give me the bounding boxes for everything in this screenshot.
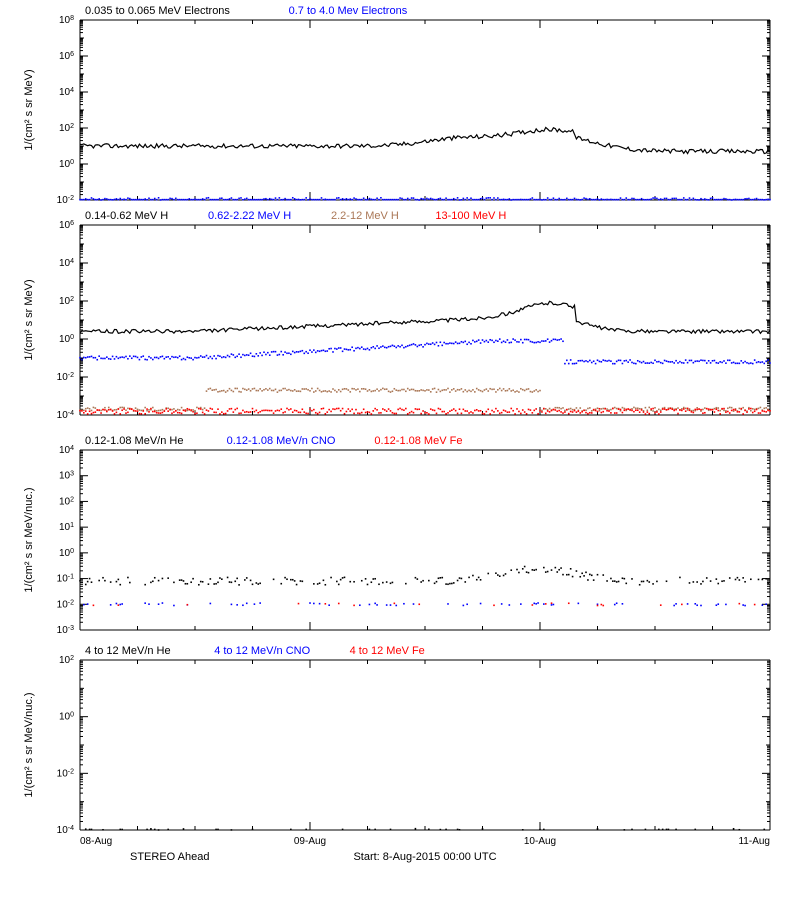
series-legend: 0.12-1.08 MeV/n He <box>85 435 183 447</box>
ytick-label: 100 <box>59 547 74 559</box>
ytick-label: 102 <box>59 496 74 508</box>
series-line <box>80 301 770 333</box>
chart-svg: 10-2 100 102 104 106 108 1/(cm² s sr MeV) 0.035… <box>0 0 800 900</box>
series-legend: 0.12-1.08 MeV/n CNO <box>227 435 336 447</box>
series-legend: 0.12-1.08 MeV Fe <box>374 435 462 447</box>
ytick-label: 108 <box>59 15 74 27</box>
series-legend: 4 to 12 MeV/n CNO <box>214 645 310 657</box>
ytick-label: 10-2 <box>57 599 74 611</box>
series-sparse <box>93 602 756 606</box>
ytick-label: 102 <box>59 296 74 308</box>
ytick-label: 10-2 <box>57 195 74 207</box>
series-legend: 2.2-12 MeV H <box>331 210 399 222</box>
y-axis-title: 1/(cm² s sr MeV) <box>23 279 35 360</box>
ytick-label: 10-4 <box>57 410 74 422</box>
footer-left: STEREO Ahead <box>130 851 210 863</box>
series-line <box>80 127 770 153</box>
ytick-label: 100 <box>59 159 74 171</box>
ytick-label: 106 <box>59 220 74 232</box>
ytick-label: 100 <box>59 334 74 346</box>
series-legend: 13-100 MeV H <box>435 210 506 222</box>
series-legend: 4 to 12 MeV Fe <box>350 645 425 657</box>
series-dots <box>79 388 771 412</box>
ytick-label: 10-3 <box>57 625 74 637</box>
ytick-label: 104 <box>59 445 74 457</box>
ytick-label: 103 <box>59 470 74 482</box>
ytick-label: 10-2 <box>57 768 74 780</box>
ytick-label: 10-2 <box>57 372 74 384</box>
chart-root: 10-2 100 102 104 106 108 1/(cm² s sr MeV) 0.035… <box>0 0 800 900</box>
ytick-label: 104 <box>59 87 74 99</box>
panel-1: 10-4 10-2 100 102 104 106 1/(cm² s sr MeV) 0.14… <box>23 210 771 421</box>
y-axis-title: 1/(cm² s sr MeV/nuc.) <box>23 692 35 797</box>
series-legend: 4 to 12 MeV/n He <box>85 645 171 657</box>
ytick-label: 101 <box>59 522 74 534</box>
ytick-label: 102 <box>59 123 74 135</box>
series-legend: 0.62-2.22 MeV H <box>208 210 291 222</box>
ytick-label: 104 <box>59 258 74 270</box>
series-legend: 0.7 to 4.0 Mev Electrons <box>289 5 408 17</box>
xtick-label: 09-Aug <box>294 836 326 847</box>
panel-2: 10-3 10-2 10-1 100 101 102 103 104 1/(cm² s sr M… <box>23 435 770 636</box>
series-dots <box>79 338 771 364</box>
ytick-label: 100 <box>59 711 74 723</box>
ytick-label: 10-4 <box>57 825 74 837</box>
ytick-label: 102 <box>59 655 74 667</box>
series-sparse <box>83 602 767 606</box>
footer-center: Start: 8-Aug-2015 00:00 UTC <box>353 851 496 863</box>
series-sparse <box>79 566 769 586</box>
y-axis-title: 1/(cm² s sr MeV) <box>23 69 35 150</box>
series-legend: 0.14-0.62 MeV H <box>85 210 168 222</box>
panel-3: 10-4 10-2 100 102 08-Aug 09-Aug 10-Aug 11-Aug 1/… <box>23 645 770 847</box>
xtick-label: 10-Aug <box>524 836 556 847</box>
series-legend: 0.035 to 0.065 MeV Electrons <box>85 5 230 17</box>
panel-0: 10-2 100 102 104 106 108 1/(cm² s sr MeV) 0.035… <box>23 5 771 206</box>
ytick-label: 10-1 <box>57 573 74 585</box>
xtick-label: 11-Aug <box>738 836 770 847</box>
y-axis-title: 1/(cm² s sr MeV/nuc.) <box>23 487 35 592</box>
ytick-label: 106 <box>59 51 74 63</box>
xtick-label: 08-Aug <box>80 836 112 847</box>
